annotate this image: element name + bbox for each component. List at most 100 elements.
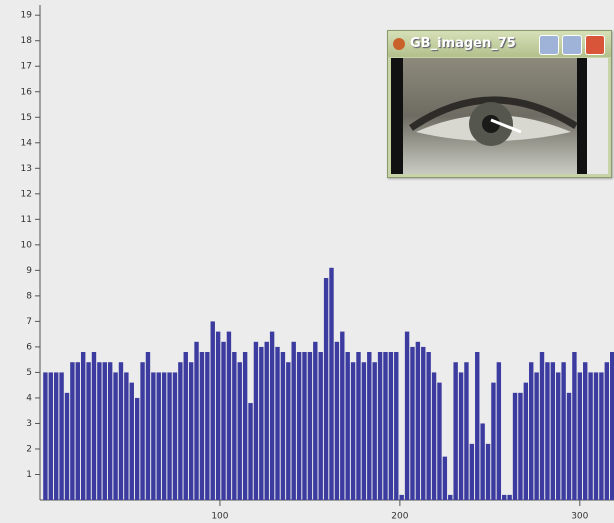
bar bbox=[539, 352, 545, 500]
y-tick-label: 16 bbox=[21, 87, 33, 97]
bar bbox=[388, 352, 394, 500]
image-window[interactable]: GB_imagen_75 bbox=[387, 30, 612, 178]
bar bbox=[248, 403, 253, 500]
bar bbox=[437, 382, 442, 500]
y-tick-label: 18 bbox=[21, 36, 33, 46]
minimize-button[interactable] bbox=[539, 35, 559, 55]
maximize-button[interactable] bbox=[562, 35, 582, 55]
bar bbox=[210, 321, 215, 500]
bar bbox=[485, 443, 491, 500]
bar bbox=[383, 352, 388, 500]
bar bbox=[221, 341, 226, 500]
y-tick-label: 19 bbox=[21, 11, 33, 21]
bar bbox=[259, 346, 264, 500]
window-titlebar[interactable]: GB_imagen_75 bbox=[388, 31, 611, 57]
bar bbox=[145, 352, 151, 500]
y-tick-label: 15 bbox=[21, 113, 32, 123]
bar bbox=[151, 372, 156, 500]
bar bbox=[442, 456, 448, 500]
bar bbox=[610, 352, 614, 500]
bar bbox=[334, 341, 340, 500]
bar bbox=[296, 352, 302, 500]
bar bbox=[97, 362, 102, 500]
eye-image bbox=[391, 58, 608, 174]
y-tick-label: 6 bbox=[26, 342, 32, 352]
y-tick-label: 14 bbox=[21, 138, 33, 148]
x-tick-label: 100 bbox=[211, 512, 228, 522]
y-tick-label: 1 bbox=[26, 470, 32, 480]
bar bbox=[496, 362, 502, 500]
bar bbox=[426, 352, 431, 500]
y-tick-label: 9 bbox=[26, 266, 32, 276]
bar bbox=[86, 362, 91, 500]
bar bbox=[48, 372, 53, 500]
bar bbox=[361, 362, 367, 500]
bar bbox=[253, 341, 259, 500]
bar bbox=[604, 362, 610, 500]
bar bbox=[566, 392, 572, 500]
bar bbox=[113, 372, 118, 500]
bar bbox=[480, 423, 485, 500]
bar bbox=[156, 372, 161, 500]
bar bbox=[183, 352, 188, 500]
bar bbox=[599, 372, 604, 500]
bar bbox=[91, 352, 97, 500]
y-tick-label: 3 bbox=[26, 419, 32, 429]
bar bbox=[529, 362, 534, 500]
bar bbox=[512, 392, 518, 500]
bar bbox=[280, 352, 286, 500]
bar bbox=[583, 362, 588, 500]
window-icon bbox=[393, 38, 405, 50]
bar bbox=[232, 352, 237, 500]
bar bbox=[275, 346, 280, 500]
bar bbox=[291, 341, 296, 500]
bar bbox=[372, 362, 377, 500]
bar bbox=[53, 372, 59, 500]
bar bbox=[448, 494, 453, 500]
bar bbox=[205, 352, 210, 500]
bar bbox=[302, 352, 307, 500]
bar bbox=[129, 382, 134, 500]
y-tick-label: 12 bbox=[21, 189, 32, 199]
bar bbox=[377, 352, 383, 500]
bar bbox=[43, 372, 48, 500]
bar bbox=[410, 346, 415, 500]
x-tick-label: 300 bbox=[571, 512, 588, 522]
bar bbox=[340, 331, 345, 500]
bar bbox=[286, 362, 291, 500]
bar bbox=[167, 372, 172, 500]
bar bbox=[226, 331, 232, 500]
y-tick-label: 13 bbox=[21, 164, 32, 174]
bar bbox=[161, 372, 167, 500]
bar bbox=[534, 372, 539, 500]
bar bbox=[323, 278, 329, 500]
bar bbox=[178, 362, 183, 500]
bar bbox=[577, 372, 583, 500]
bar bbox=[518, 392, 523, 500]
bar bbox=[194, 341, 199, 500]
bar bbox=[399, 494, 404, 500]
bar bbox=[469, 443, 475, 500]
bar bbox=[199, 352, 205, 500]
bar bbox=[367, 352, 372, 500]
bar bbox=[588, 372, 593, 500]
bar bbox=[415, 341, 421, 500]
bar bbox=[307, 352, 313, 500]
bar bbox=[431, 372, 437, 500]
bar bbox=[458, 372, 464, 500]
bar bbox=[345, 352, 350, 500]
bar bbox=[237, 362, 242, 500]
bar bbox=[188, 362, 194, 500]
bar bbox=[475, 352, 480, 500]
bar bbox=[124, 372, 129, 500]
y-tick-label: 10 bbox=[21, 240, 33, 250]
bar bbox=[64, 392, 70, 500]
y-tick-label: 5 bbox=[26, 368, 32, 378]
bar bbox=[313, 341, 318, 500]
y-tick-label: 4 bbox=[26, 393, 32, 403]
bar bbox=[140, 362, 145, 500]
close-button[interactable] bbox=[585, 35, 605, 55]
bar bbox=[269, 331, 275, 500]
